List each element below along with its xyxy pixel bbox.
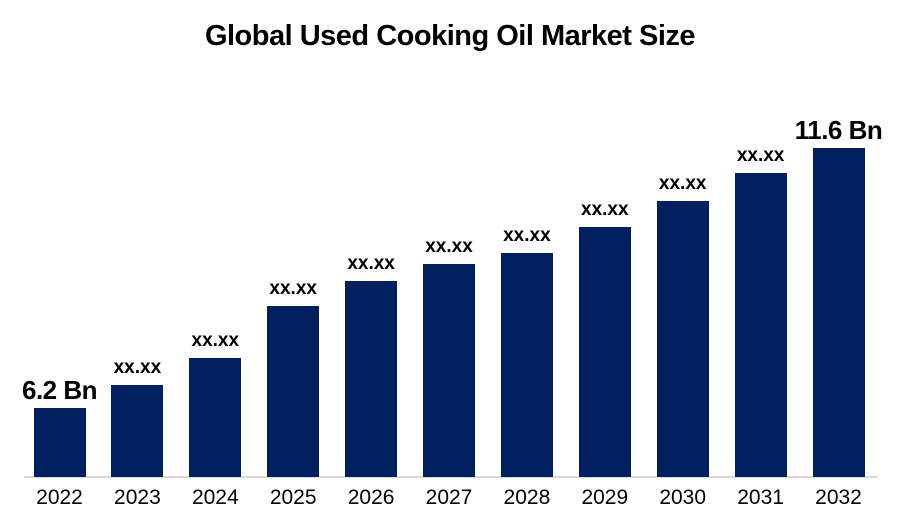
bar-value-label-2023: xx.xx	[113, 357, 162, 378]
bar-2024	[189, 358, 242, 477]
bar-2026	[345, 281, 398, 477]
x-tick-label-2023: 2023	[114, 486, 161, 509]
bar-value-label-2028: xx.xx	[503, 225, 551, 246]
bar-2029	[578, 227, 631, 477]
x-tick-label-2029: 2029	[581, 486, 629, 509]
x-tick-label-2027: 2027	[425, 486, 473, 509]
x-axis-line	[24, 476, 877, 478]
bar-value-label-2031: xx.xx	[736, 145, 785, 166]
bar-value-label-2027: xx.xx	[425, 236, 473, 257]
x-tick-label-2025: 2025	[269, 486, 317, 509]
bar-2022	[33, 408, 86, 477]
x-tick-label-2024: 2024	[191, 486, 239, 509]
bar-2031	[734, 173, 787, 477]
bar-2030	[656, 201, 709, 477]
x-tick-label-2028: 2028	[503, 486, 551, 509]
bar-2025	[267, 306, 320, 477]
bar-value-label-2029: xx.xx	[581, 199, 629, 220]
bar-value-label-2032: 11.6 Bn	[794, 115, 883, 145]
bar-2032	[812, 148, 865, 477]
bar-value-label-2025: xx.xx	[269, 278, 317, 299]
bar-2023	[111, 385, 164, 477]
bar-value-label-2026: xx.xx	[347, 253, 395, 274]
bar-value-label-2022: 6.2 Bn	[21, 375, 98, 405]
x-tick-label-2026: 2026	[347, 486, 395, 509]
bar-value-label-2030: xx.xx	[658, 173, 707, 194]
x-tick-label-2030: 2030	[659, 486, 707, 509]
x-tick-label-2032: 2032	[815, 486, 862, 509]
bar-2028	[500, 253, 553, 477]
x-tick-label-2022: 2022	[36, 486, 83, 509]
bar-2027	[423, 264, 475, 477]
chart-title: Global Used Cooking Oil Market Size	[204, 20, 696, 52]
x-tick-label-2031: 2031	[737, 486, 784, 509]
bar-value-label-2024: xx.xx	[191, 330, 240, 351]
